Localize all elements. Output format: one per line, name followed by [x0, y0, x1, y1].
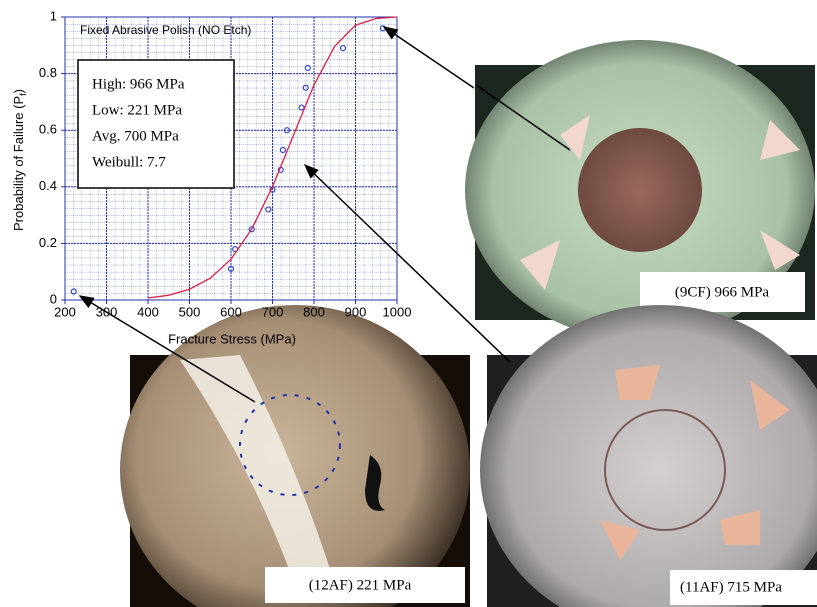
- x-axis-label: Fracture Stress (MPa): [168, 331, 296, 346]
- photo-caption: (9CF) 966 MPa: [675, 284, 770, 300]
- x-tick-label: 500: [179, 304, 201, 319]
- x-tick-label: 700: [262, 304, 284, 319]
- photo-caption: (11AF) 715 MPa: [680, 579, 782, 595]
- photo-11af: (11AF) 715 MPa: [480, 305, 817, 607]
- y-tick-label: 0.4: [39, 178, 57, 193]
- y-tick-label: 0.8: [39, 65, 57, 80]
- photo-12af: (12AF) 221 MPa: [120, 305, 470, 607]
- photo-9cf: (9CF) 966 MPa: [465, 40, 815, 340]
- y-tick-label: 0: [50, 291, 57, 306]
- y-label-end: ): [11, 89, 26, 93]
- y-tick-label: 1: [50, 8, 57, 23]
- photo-caption: (12AF) 221 MPa: [309, 577, 412, 593]
- figure: (9CF) 966 MPa (12AF) 221 MPa (11AF) 715 …: [0, 0, 817, 607]
- x-tick-label: 200: [54, 304, 76, 319]
- y-tick-label: 0.2: [39, 235, 57, 250]
- x-tick-label: 600: [220, 304, 242, 319]
- y-tick-label: 0.6: [39, 122, 57, 137]
- stats-line: High: 966 MPa: [92, 76, 185, 92]
- x-tick-label: 800: [303, 304, 325, 319]
- stats-line: Low: 221 MPa: [92, 102, 182, 118]
- y-axis-label: Probability of Failure (Pf): [11, 89, 28, 231]
- stats-line: Avg. 700 MPa: [92, 128, 179, 144]
- x-tick-label: 900: [345, 304, 367, 319]
- stats-line: Weibull: 7.7: [92, 154, 166, 170]
- y-label-text: Probability of Failure (P: [11, 96, 26, 231]
- chart-title: Fixed Abrasive Polish (NO Etch): [80, 23, 251, 37]
- x-tick-label: 1000: [383, 304, 412, 319]
- stats-box: High: 966 MPa Low: 221 MPa Avg. 700 MPa Wei…: [78, 60, 234, 188]
- x-tick-label: 400: [137, 304, 159, 319]
